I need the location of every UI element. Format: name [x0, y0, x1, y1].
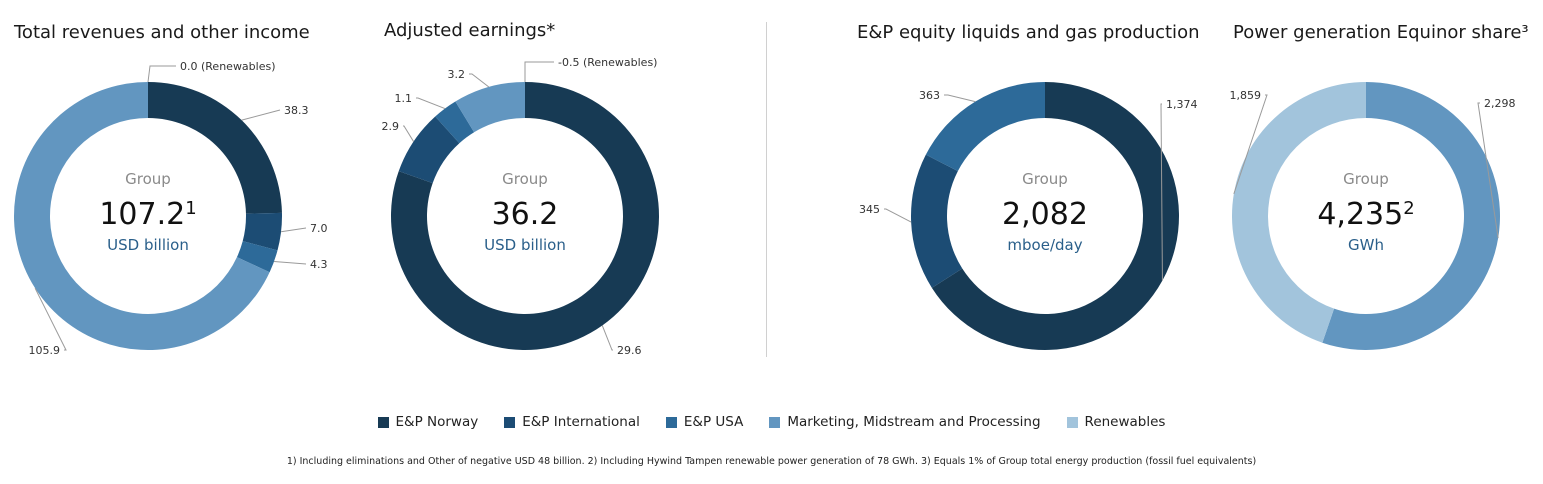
label-leader-line [280, 227, 307, 233]
donut-slice [398, 116, 460, 184]
section-divider [766, 22, 767, 357]
label-leader-line [1233, 94, 1268, 195]
legend-item-mmp: Marketing, Midstream and Processing [769, 414, 1041, 430]
legend-swatch [504, 416, 516, 428]
donut-chart-3: 2,298 1,859 Group 4,2352 GWh [1230, 82, 1516, 351]
label-leader-line [524, 61, 554, 82]
donut-slice [236, 241, 278, 273]
legend-label: Marketing, Midstream and Processing [787, 414, 1041, 430]
donut-charts: 0.0 (Renewables) 38.3 7.0 4.3 105.9 Group 107.… [14, 56, 1516, 357]
legend-swatch [377, 416, 389, 428]
legend-label: E&P International [522, 414, 640, 430]
legend-item-ep-norway: E&P Norway [377, 414, 479, 430]
donut-slice [1322, 82, 1500, 351]
label-leader-line [469, 73, 490, 88]
slice-label: 2,298 [1484, 97, 1516, 110]
chart-title-revenues: Total revenues and other income [14, 22, 310, 43]
slice-label: 0.0 (Renewables) [180, 60, 276, 73]
slice-label: 7.0 [310, 222, 328, 235]
legend-swatch [665, 416, 677, 428]
label-leader-line [34, 287, 67, 351]
slice-label: 1,374 [1166, 98, 1198, 111]
center-group-label: Group [1343, 170, 1389, 188]
slice-label: 363 [919, 89, 940, 102]
slice-label: -0.5 (Renewables) [558, 56, 657, 69]
donut-chart-0: 0.0 (Renewables) 38.3 7.0 4.3 105.9 Group 107.… [14, 60, 328, 357]
donut-chart-2: 1,374 345 363 Group 2,082 mboe/day [859, 82, 1198, 351]
footnote: 1) Including eliminations and Other of n… [286, 456, 1257, 467]
center-total-superscript: 2 [1403, 198, 1414, 219]
label-leader-line [403, 125, 415, 142]
center-unit-label: GWh [1348, 236, 1384, 254]
slice-label: 29.6 [617, 344, 642, 357]
donut-slice [931, 82, 1180, 351]
center-total-value: 4,2352 [1317, 197, 1414, 232]
center-unit-label: USD billion [107, 236, 189, 254]
slice-label: 2.9 [382, 120, 400, 133]
center-unit-label: mboe/day [1007, 236, 1082, 254]
chart-title-production: E&P equity liquids and gas production [857, 22, 1200, 43]
slice-label: 105.9 [29, 344, 61, 357]
donut-chart-1: -0.5 (Renewables) 29.6 2.9 1.1 3.2 Group 36.2 U… [382, 56, 659, 357]
center-total-value: 107.21 [99, 197, 196, 232]
legend-item-ep-usa: E&P USA [665, 414, 744, 430]
center-total-value: 2,082 [1002, 197, 1088, 232]
label-leader-line [273, 261, 307, 265]
label-leader-line [1160, 103, 1163, 281]
center-unit-label: USD billion [484, 236, 566, 254]
donut-slice [148, 82, 282, 214]
label-leader-line [147, 65, 176, 83]
donut-slice [911, 154, 963, 288]
legend-label: E&P Norway [395, 414, 479, 430]
label-leader-line [241, 109, 281, 121]
center-group-label: Group [1022, 170, 1068, 188]
legend-swatch [1066, 416, 1078, 428]
label-leader-line [944, 94, 976, 103]
center-total-value: 36.2 [492, 197, 559, 232]
slice-label: 3.2 [448, 68, 466, 81]
donut-slice [1231, 82, 1366, 343]
legend-swatch [769, 416, 781, 428]
chart-title-power-generation: Power generation Equinor share³ [1233, 22, 1529, 43]
center-total-superscript: 1 [185, 198, 196, 219]
label-leader-line [1477, 102, 1499, 239]
label-leader-line [884, 208, 912, 223]
label-leader-line [416, 97, 446, 110]
legend-item-renewables: Renewables [1066, 414, 1166, 430]
chart-title-adjusted-earnings: Adjusted earnings* [384, 20, 556, 41]
legend-label: E&P USA [683, 414, 744, 430]
donut-slice [925, 82, 1046, 172]
donut-slice [455, 82, 525, 133]
legend: E&P Norway E&P International E&P USA Mar… [0, 414, 1543, 430]
slice-label: 4.3 [310, 258, 328, 271]
donut-slice [435, 101, 475, 144]
slice-label: 1.1 [395, 92, 413, 105]
center-group-label: Group [125, 170, 171, 188]
legend-item-ep-international: E&P International [504, 414, 640, 430]
label-leader-line [601, 325, 613, 351]
donut-slice [242, 212, 282, 251]
slice-label: 345 [859, 203, 880, 216]
slice-label: 38.3 [284, 104, 309, 117]
legend-label: Renewables [1084, 414, 1166, 430]
center-group-label: Group [502, 170, 548, 188]
slice-label: 1,859 [1230, 89, 1262, 102]
